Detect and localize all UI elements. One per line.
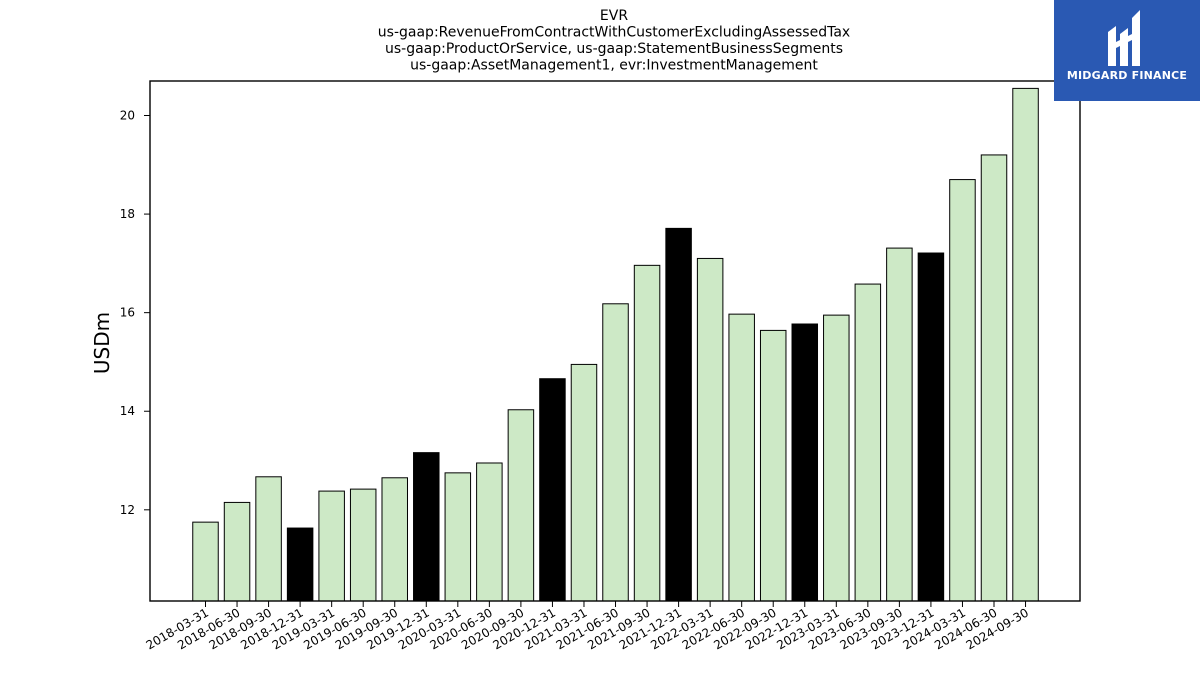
bar — [854, 283, 882, 602]
title-line: EVR — [600, 8, 628, 24]
bar — [728, 313, 755, 602]
axes — [149, 80, 1081, 602]
bar — [980, 154, 1008, 602]
bar — [570, 363, 598, 602]
title-line: us-gaap:ProductOrService, us-gaap:Statem… — [385, 41, 843, 57]
bar — [192, 521, 219, 602]
bar — [696, 257, 724, 602]
bar — [602, 303, 629, 602]
bar — [444, 472, 472, 602]
y-ticks: 12 14 16 18 20 — [120, 109, 150, 517]
bar — [349, 488, 377, 602]
bar — [381, 477, 408, 602]
bar — [633, 264, 661, 602]
bar — [318, 490, 345, 602]
title-line: us-gaap:RevenueFromContractWithCustomerE… — [378, 25, 850, 41]
y-tick-label: 16 — [120, 306, 135, 320]
bar — [791, 323, 819, 602]
x-ticks: 2018-03-312018-06-302018-09-302018-12-31… — [144, 601, 1031, 652]
bar — [507, 409, 535, 602]
bars — [192, 87, 1039, 602]
bar — [223, 501, 251, 602]
bar — [665, 227, 692, 602]
bar — [1012, 87, 1039, 602]
y-axis-label: USDm — [90, 312, 114, 374]
bar — [476, 462, 503, 602]
y-tick-label: 12 — [120, 503, 135, 517]
bar — [917, 252, 945, 602]
plot-frame — [149, 80, 1081, 602]
y-tick-label: 20 — [120, 109, 135, 123]
bar — [823, 314, 850, 602]
title-line: us-gaap:AssetManagement1, evr:Investment… — [410, 58, 818, 74]
bar — [539, 378, 566, 602]
y-tick-label: 18 — [120, 207, 135, 221]
bar — [886, 247, 913, 602]
chart-title: EVRus-gaap:RevenueFromContractWithCustom… — [378, 8, 850, 74]
bar — [413, 452, 440, 602]
logo-mark-icon — [1108, 10, 1140, 66]
brand-logo: MIDGARD FINANCE — [1054, 0, 1200, 101]
bar — [759, 329, 787, 602]
logo-text: MIDGARD FINANCE — [1066, 69, 1188, 82]
y-tick-label: 14 — [120, 404, 135, 418]
bar — [255, 476, 282, 602]
bar — [286, 527, 314, 602]
bar — [949, 179, 976, 602]
